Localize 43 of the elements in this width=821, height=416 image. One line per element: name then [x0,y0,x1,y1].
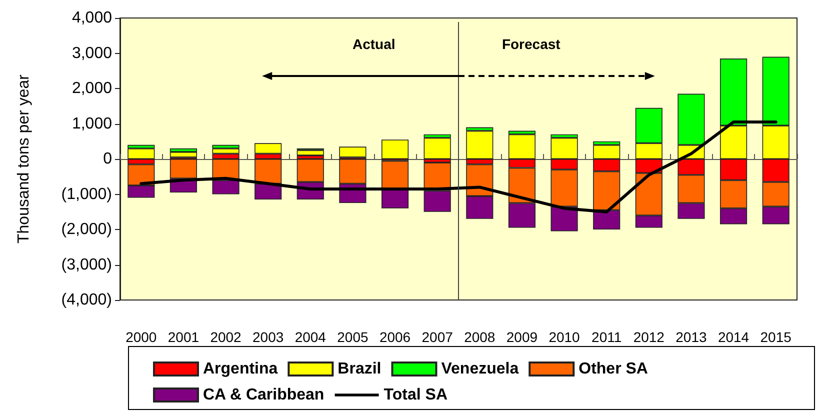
y-tick-label: 2,000 [72,80,112,97]
x-tick-label: 2001 [168,329,200,345]
legend-label: Total SA [384,386,448,404]
annotation: Actual [352,36,396,52]
y-tick-label: (1,000) [61,186,112,203]
x-tick-label: 2012 [633,329,665,345]
y-axis-title: Thousand tons per year [16,74,32,244]
bar [424,138,451,159]
x-tick-label: 2009 [506,329,538,345]
y-tick-label: (2,000) [61,221,112,238]
x-tick-label: 2013 [676,329,707,345]
y-tick-label: 3,000 [72,44,112,62]
x-tick-label: 2002 [210,329,242,345]
legend-label: Venezuela [441,360,519,378]
y-tick-label: (4,000) [61,292,112,308]
annotation: Forecast [502,36,560,52]
x-tick-label: 2003 [252,329,284,345]
legend-label: Other SA [578,360,648,378]
x-tick-label: 2006 [379,329,411,345]
x-tick-label: 2000 [126,329,157,345]
legend-label: CA & Caribbean [203,386,324,404]
x-tick-label: 2010 [548,329,580,345]
x-tick-label: 2015 [760,329,792,345]
y-tick-label: (3,000) [61,256,112,274]
bar [381,160,409,189]
x-tick-label: 2005 [337,329,368,345]
bar [339,146,366,158]
x-tick-label: 2014 [718,329,750,345]
y-tick-label: 0 [103,150,112,168]
x-tick-label: 2008 [464,329,496,345]
legend-label: Argentina [203,360,278,378]
x-tick-label: 2007 [422,329,454,345]
bar [170,152,198,158]
x-tick-label: 2004 [294,329,326,345]
legend-label: Brazil [338,360,382,378]
y-tick-label: 1,000 [72,115,112,132]
y-tick-label: 4,000 [72,10,112,26]
x-tick-label: 2011 [592,329,622,345]
bar [381,188,409,208]
bar [212,180,240,194]
bar [296,150,324,156]
bar [381,140,409,159]
line-series [140,120,778,214]
